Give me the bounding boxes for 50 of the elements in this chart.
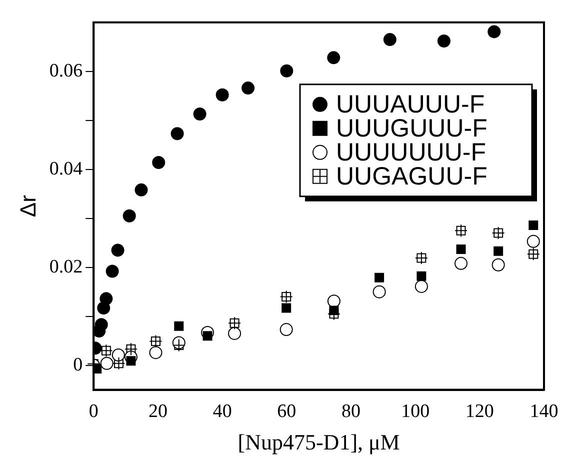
point [152,156,166,169]
point [374,272,384,282]
point [416,271,426,281]
point [126,356,136,366]
point [280,323,293,336]
y-tick-label: 0 [73,354,83,376]
x-tick-label: 80 [341,401,360,422]
x-tick-label: 40 [212,401,232,422]
point [106,264,119,278]
point [494,246,504,256]
point [372,285,386,298]
point [488,25,501,38]
point [280,64,294,78]
point [216,88,229,102]
point [94,318,108,332]
y-tick-label: 0.02 [49,256,83,278]
point [111,244,124,257]
point [100,356,114,370]
point [193,108,206,121]
x-tick-label: 0 [88,401,98,422]
point [456,244,466,254]
point [414,280,428,293]
x-tick-label: 100 [401,401,430,422]
point [327,51,340,64]
point [170,127,184,140]
y-tick-label: 0.04 [49,158,84,180]
point [492,258,505,272]
point [202,331,212,341]
point [242,82,255,95]
point [327,294,340,308]
point [526,234,540,248]
point [454,256,468,270]
point [134,183,148,196]
point [100,292,113,306]
point [112,348,125,362]
x-axis-title: [Nup475-D1], μM [238,430,400,455]
x-tick-label: 140 [530,401,558,422]
point [174,321,184,331]
y-axis-title: Δr [15,195,40,218]
point [122,209,136,222]
point [437,34,450,48]
point [149,346,162,360]
point [528,220,538,230]
point [228,326,242,340]
point [282,303,292,313]
point [383,33,396,46]
x-tick-label: 20 [148,401,168,422]
y-tick-label: 0.06 [49,60,83,82]
x-tick-label: 60 [277,401,296,422]
x-tick-label: 120 [465,401,494,422]
